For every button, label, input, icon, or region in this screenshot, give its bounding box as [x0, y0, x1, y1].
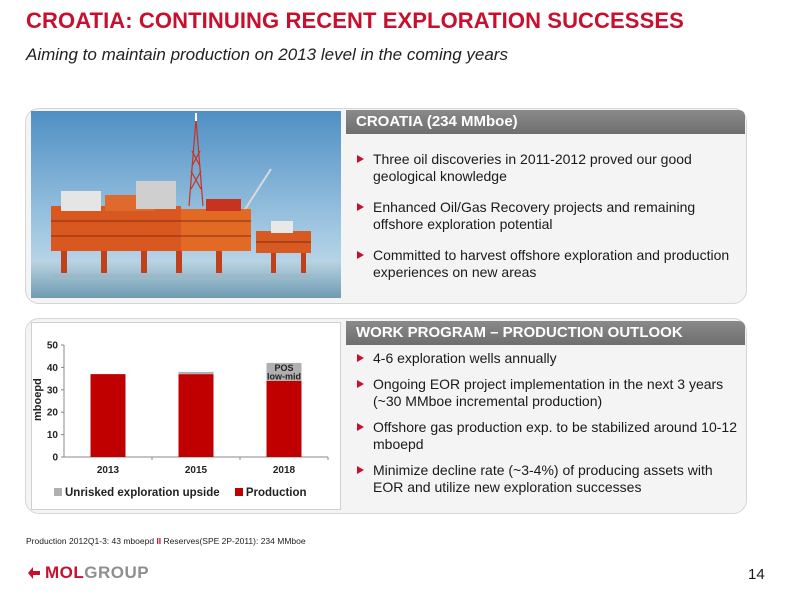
bullet-arrow-icon: [357, 423, 364, 431]
bullet-arrow-icon: [357, 354, 364, 362]
logo-suffix: GROUP: [84, 563, 150, 582]
bullet-item: Ongoing EOR project implementation in th…: [356, 376, 740, 410]
bullet-arrow-icon: [357, 466, 364, 474]
work-program-bullet-list: 4-6 exploration wells annually Ongoing E…: [356, 350, 740, 505]
y-tick-label: 50: [47, 341, 59, 352]
legend-item-production: Production: [234, 487, 307, 499]
bar-production-2013: [90, 374, 126, 457]
bullet-item: Minimize decline rate (~3-4%) of produci…: [356, 462, 740, 496]
bullet-arrow-icon: [357, 203, 364, 211]
x-tick-label: 2013: [97, 465, 120, 476]
bullet-text: 4-6 exploration wells annually: [373, 350, 557, 366]
bullet-item: Three oil discoveries in 2011-2012 prove…: [356, 151, 740, 185]
y-tick-label: 40: [47, 363, 59, 374]
bar-production-2018: [266, 380, 302, 457]
mol-logo-mark-icon: [28, 567, 40, 579]
legend-label-production: Production: [245, 487, 307, 499]
bullet-arrow-icon: [357, 251, 364, 259]
slide-subtitle: Aiming to maintain production on 2013 le…: [26, 45, 508, 64]
logo-wordmark: MOLGROUP: [45, 563, 149, 583]
logo-brand: MOL: [45, 563, 85, 582]
bullet-arrow-icon: [357, 155, 364, 163]
bullet-text: Committed to harvest offshore exploratio…: [373, 247, 730, 280]
legend-item-upside: Unrisked exploration upside: [54, 487, 220, 499]
bullet-arrow-icon: [357, 380, 364, 388]
bullet-text: Ongoing EOR project implementation in th…: [373, 376, 724, 409]
legend-swatch-upside: [54, 488, 62, 496]
bullet-item: Committed to harvest offshore exploratio…: [356, 247, 740, 281]
bar-production-2015: [178, 374, 214, 457]
croatia-header: CROATIA (234 MMboe): [346, 110, 745, 134]
footnote-separator: II: [156, 536, 162, 546]
legend-label-upside: Unrisked exploration upside: [65, 487, 220, 499]
slide-title: CROATIA: CONTINUING RECENT EXPLORATION S…: [26, 8, 684, 33]
bullet-text: Offshore gas production exp. to be stabi…: [373, 419, 737, 452]
bar-annotation-label: POS: [274, 363, 293, 373]
bullet-item: Offshore gas production exp. to be stabi…: [356, 419, 740, 453]
y-tick-label: 10: [47, 430, 59, 441]
bullet-item: Enhanced Oil/Gas Recovery projects and r…: [356, 199, 740, 233]
bar-unrisked-exploration-upside-2015: [178, 371, 214, 375]
mol-group-logo: MOLGROUP: [26, 563, 156, 585]
y-tick-label: 20: [47, 408, 59, 419]
y-tick-label: 30: [47, 385, 59, 396]
bullet-text: Minimize decline rate (~3-4%) of produci…: [373, 462, 713, 495]
bullet-text: Enhanced Oil/Gas Recovery projects and r…: [373, 199, 696, 232]
work-program-header: WORK PROGRAM – PRODUCTION OUTLOOK: [346, 321, 745, 345]
footnote-reserves: Reserves(SPE 2P-2011): 234 MMboe: [163, 536, 306, 546]
footnote-production: Production 2012Q1-3: 43 mboepd: [26, 536, 155, 546]
chart-legend: Unrisked exploration upside Production: [54, 487, 319, 499]
x-tick-label: 2015: [185, 465, 208, 476]
page-number: 14: [748, 566, 765, 583]
y-axis-label: mboepd: [32, 378, 44, 421]
croatia-bullet-list: Three oil discoveries in 2011-2012 prove…: [356, 151, 740, 295]
legend-swatch-production: [234, 488, 243, 496]
y-tick-label: 0: [52, 453, 58, 464]
x-tick-label: 2018: [273, 465, 296, 476]
offshore-platform-photo: [31, 111, 341, 298]
footnote: Production 2012Q1-3: 43 mboepd II Reserv…: [26, 536, 306, 546]
production-outlook-chart: 0 10 20 30 40 50 mboepd 2013 2015 2018 POS low-mid …: [31, 322, 341, 510]
bullet-item: 4-6 exploration wells annually: [356, 350, 740, 367]
bullet-text: Three oil discoveries in 2011-2012 prove…: [373, 151, 692, 184]
bar-unrisked-exploration-upside-2018: [266, 362, 302, 381]
bar-annotation-label: low-mid: [267, 371, 301, 381]
